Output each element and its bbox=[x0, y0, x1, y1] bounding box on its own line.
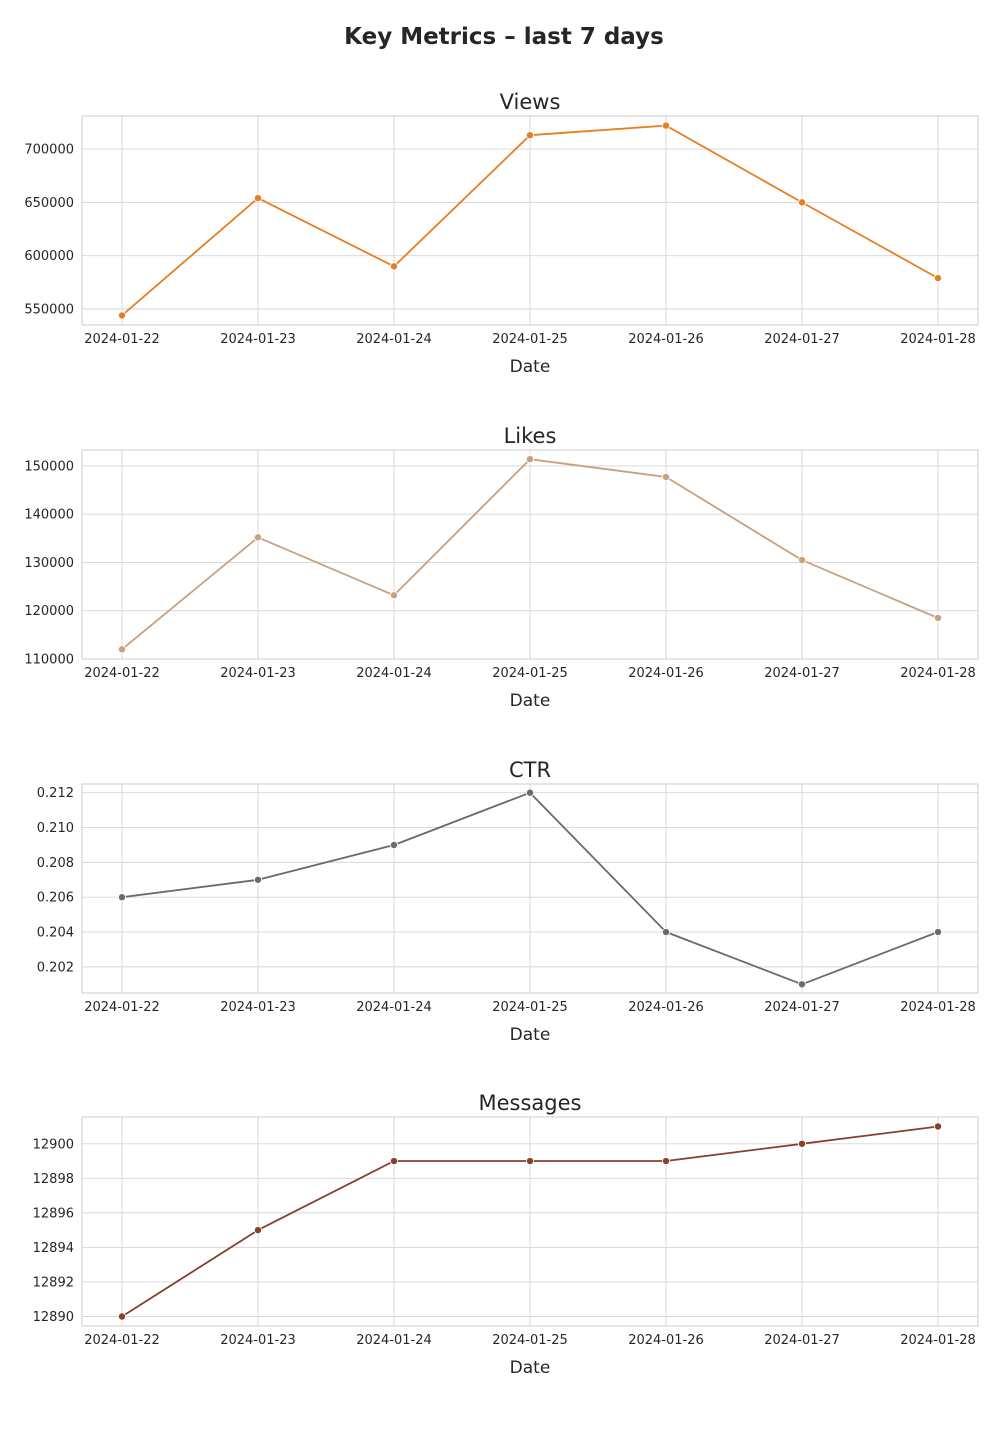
data-point bbox=[253, 1226, 262, 1235]
data-point bbox=[798, 980, 807, 989]
x-tick-label: 2024-01-26 bbox=[628, 1000, 704, 1015]
chart-panel-messages: Messages 2024-01-22 2024-01-23 2024-01-24 20… bbox=[33, 1091, 979, 1378]
x-tick-label: 2024-01-24 bbox=[356, 666, 432, 681]
data-point bbox=[662, 1157, 671, 1166]
x-tick-label: 2024-01-22 bbox=[84, 1000, 160, 1015]
data-point bbox=[118, 893, 127, 902]
chart-panel-likes: Likes 2024-01-22 2024-01-23 2024-01-24 2024-… bbox=[24, 424, 979, 711]
panel-title: Views bbox=[500, 90, 561, 114]
x-axis-label: Date bbox=[510, 357, 551, 377]
y-tick-label: 12900 bbox=[33, 1137, 74, 1152]
data-point bbox=[934, 928, 943, 937]
x-tick-label: 2024-01-23 bbox=[220, 332, 296, 347]
plot-area-frame bbox=[81, 115, 979, 326]
x-tick-label: 2024-01-24 bbox=[356, 332, 432, 347]
y-tick-label: 650000 bbox=[24, 196, 74, 211]
y-tick-label: 0.206 bbox=[37, 891, 74, 906]
data-point bbox=[798, 198, 807, 207]
data-point bbox=[253, 194, 262, 203]
y-tick-label: 12898 bbox=[33, 1172, 74, 1187]
chart-panel-ctr: CTR 2024-01-22 2024-01-23 2024-01-24 2024-01… bbox=[37, 758, 979, 1045]
x-tick-label: 2024-01-28 bbox=[900, 1000, 976, 1015]
x-axis-label: Date bbox=[510, 691, 551, 711]
x-tick-label: 2024-01-28 bbox=[900, 332, 976, 347]
y-tick-label: 110000 bbox=[24, 653, 74, 668]
x-tick-label: 2024-01-23 bbox=[220, 1000, 296, 1015]
data-point bbox=[798, 1139, 807, 1148]
x-tick-label: 2024-01-28 bbox=[900, 666, 976, 681]
data-point bbox=[389, 840, 398, 849]
panel-title: CTR bbox=[509, 758, 551, 782]
data-point bbox=[118, 1312, 127, 1321]
x-tick-label: 2024-01-26 bbox=[628, 332, 704, 347]
y-tick-label: 600000 bbox=[24, 249, 74, 264]
y-tick-label: 550000 bbox=[24, 303, 74, 318]
data-point bbox=[934, 1122, 943, 1131]
data-point bbox=[253, 875, 262, 884]
data-point bbox=[389, 591, 398, 600]
data-point bbox=[526, 131, 535, 140]
y-tick-label: 0.208 bbox=[37, 856, 74, 871]
x-tick-label: 2024-01-25 bbox=[492, 332, 568, 347]
x-tick-label: 2024-01-27 bbox=[764, 666, 840, 681]
y-tick-label: 150000 bbox=[24, 459, 74, 474]
x-tick-label: 2024-01-27 bbox=[764, 332, 840, 347]
data-point bbox=[389, 1157, 398, 1166]
x-tick-label: 2024-01-22 bbox=[84, 1333, 160, 1348]
data-point bbox=[118, 311, 127, 320]
x-tick-label: 2024-01-27 bbox=[764, 1333, 840, 1348]
data-point bbox=[934, 274, 943, 283]
plot-area-frame bbox=[81, 783, 979, 994]
data-point bbox=[662, 121, 671, 130]
x-axis-label: Date bbox=[510, 1025, 551, 1045]
chart-panel-views: Views 2024-01-22 2024-01-23 2024-01-24 2024-… bbox=[24, 90, 979, 377]
y-tick-label: 700000 bbox=[24, 143, 74, 158]
plot-area-frame bbox=[81, 1116, 979, 1327]
x-tick-label: 2024-01-28 bbox=[900, 1333, 976, 1348]
data-point bbox=[526, 1157, 535, 1166]
y-tick-label: 12894 bbox=[33, 1241, 74, 1256]
y-tick-label: 140000 bbox=[24, 508, 74, 523]
figure-title: Key Metrics – last 7 days bbox=[344, 24, 664, 50]
x-tick-label: 2024-01-25 bbox=[492, 1333, 568, 1348]
x-tick-label: 2024-01-24 bbox=[356, 1333, 432, 1348]
x-tick-label: 2024-01-22 bbox=[84, 332, 160, 347]
y-tick-label: 12896 bbox=[33, 1206, 74, 1221]
data-point bbox=[389, 262, 398, 271]
panel-title: Likes bbox=[504, 424, 557, 448]
data-point bbox=[526, 788, 535, 797]
x-tick-label: 2024-01-23 bbox=[220, 666, 296, 681]
y-tick-label: 0.210 bbox=[37, 821, 74, 836]
x-tick-label: 2024-01-25 bbox=[492, 1000, 568, 1015]
plot-area-frame bbox=[81, 449, 979, 660]
y-tick-label: 0.202 bbox=[37, 960, 74, 975]
x-tick-label: 2024-01-23 bbox=[220, 1333, 296, 1348]
x-tick-label: 2024-01-26 bbox=[628, 666, 704, 681]
x-tick-label: 2024-01-26 bbox=[628, 1333, 704, 1348]
data-point bbox=[526, 455, 535, 464]
x-axis-label: Date bbox=[510, 1358, 551, 1378]
x-tick-label: 2024-01-22 bbox=[84, 666, 160, 681]
x-tick-label: 2024-01-27 bbox=[764, 1000, 840, 1015]
y-tick-label: 120000 bbox=[24, 604, 74, 619]
data-point bbox=[934, 613, 943, 622]
y-tick-label: 130000 bbox=[24, 556, 74, 571]
data-point bbox=[118, 645, 127, 654]
y-tick-label: 12890 bbox=[33, 1310, 74, 1325]
data-point bbox=[662, 473, 671, 482]
data-point bbox=[798, 556, 807, 565]
x-tick-label: 2024-01-24 bbox=[356, 1000, 432, 1015]
y-tick-label: 0.212 bbox=[37, 786, 74, 801]
y-tick-label: 0.204 bbox=[37, 926, 74, 941]
x-tick-label: 2024-01-25 bbox=[492, 666, 568, 681]
y-tick-label: 12892 bbox=[33, 1275, 74, 1290]
data-point bbox=[662, 928, 671, 937]
panel-title: Messages bbox=[479, 1091, 582, 1115]
data-point bbox=[253, 533, 262, 542]
